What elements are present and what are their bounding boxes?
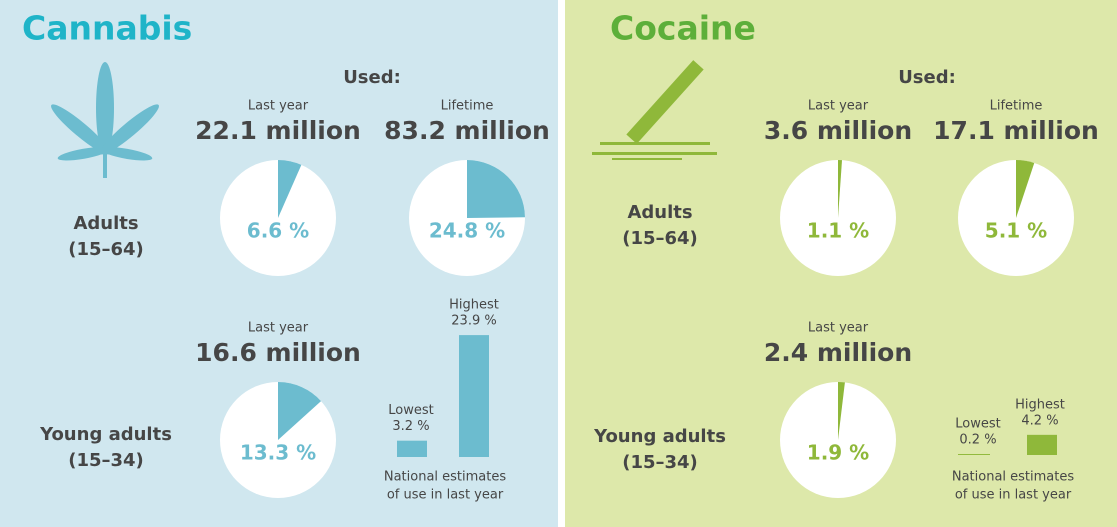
pie-wedge	[1016, 160, 1035, 218]
count: 22.1 million	[195, 116, 361, 145]
range-label: Highest	[449, 298, 499, 313]
range-value: 23.9 %	[451, 314, 496, 329]
percent-label: 13.3 %	[240, 441, 316, 465]
group-age: (15–34)	[68, 450, 144, 471]
count: 17.1 million	[933, 116, 1099, 145]
pie-wedge	[838, 160, 843, 218]
pie-wedge	[278, 160, 302, 218]
note: of use in last year	[955, 488, 1072, 503]
percent-label: 24.8 %	[429, 219, 505, 243]
note: of use in last year	[387, 488, 504, 503]
percent-label: 5.1 %	[985, 219, 1047, 243]
group-label: Adults	[73, 213, 138, 234]
group-age: (15–34)	[622, 452, 698, 473]
range-bar	[397, 440, 427, 457]
group-label: Adults	[627, 202, 692, 223]
leaf-icon	[51, 62, 159, 178]
range-bar	[958, 454, 990, 455]
pipe-icon	[592, 60, 717, 160]
percent-label: 1.1 %	[807, 219, 869, 243]
pie-wedge	[278, 382, 322, 440]
panel-title: Cannabis	[22, 9, 192, 48]
percent-label: 1.9 %	[807, 441, 869, 465]
count: 16.6 million	[195, 338, 361, 367]
period-label: Lifetime	[441, 99, 494, 114]
period-label: Last year	[248, 99, 309, 114]
range-value: 4.2 %	[1021, 413, 1058, 428]
used-label: Used:	[898, 67, 956, 88]
range-label: Highest	[1015, 397, 1065, 412]
range-bar	[459, 335, 489, 457]
count: 2.4 million	[764, 338, 912, 367]
pie-wedge	[838, 382, 845, 440]
count: 3.6 million	[764, 116, 912, 145]
range-bar	[1027, 434, 1057, 455]
note: National estimates	[952, 470, 1075, 485]
period-label: Last year	[808, 321, 869, 336]
range-value: 0.2 %	[959, 433, 996, 448]
period-label: Last year	[248, 321, 309, 336]
used-label: Used:	[343, 67, 401, 88]
percent-label: 6.6 %	[247, 219, 309, 243]
group-label: Young adults	[593, 426, 726, 447]
range-value: 3.2 %	[392, 419, 429, 434]
group-label: Young adults	[39, 424, 172, 445]
period-label: Last year	[808, 99, 869, 114]
pie-wedge	[467, 160, 525, 218]
group-age: (15–64)	[68, 239, 144, 260]
range-label: Lowest	[388, 403, 433, 418]
group-age: (15–64)	[622, 228, 698, 249]
panel-title: Cocaine	[610, 9, 756, 48]
period-label: Lifetime	[990, 99, 1043, 114]
count: 83.2 million	[384, 116, 550, 145]
range-label: Lowest	[955, 417, 1000, 432]
note: National estimates	[384, 470, 507, 485]
